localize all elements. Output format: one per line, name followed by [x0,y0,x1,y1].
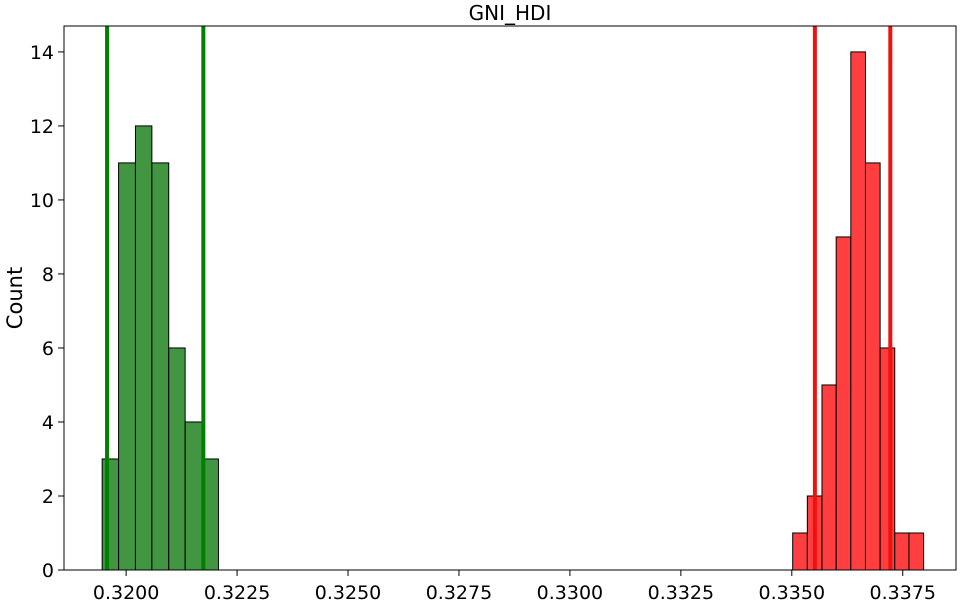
histogram-bar [894,532,910,571]
histogram-bar [821,384,837,571]
bars-layer [101,51,925,571]
histogram-bar [835,236,852,571]
histogram-bar [184,421,203,571]
y-tick-label: 10 [30,190,54,212]
histogram-bar [151,162,170,571]
histogram-bar [118,162,136,571]
x-axis: 0.3200 0.3225 0.3250 0.3275 0.3300 0.3325 0.33… [93,570,936,603]
x-tick-label: 0.3375 [870,582,936,603]
histogram-bar [134,125,153,571]
y-tick-label: 14 [30,42,54,64]
y-tick-label: 8 [42,264,54,286]
histogram-bar [864,162,881,571]
histogram-bar [879,347,896,571]
histogram-bar [168,347,186,571]
chart-title: GNI_HDI [469,1,552,25]
histogram-bar [792,532,808,571]
x-tick-label: 0.3325 [648,582,714,603]
y-tick-label: 0 [42,560,54,582]
x-tick-label: 0.3200 [93,582,159,603]
x-tick-label: 0.3225 [204,582,270,603]
histogram-bar [850,51,866,571]
y-tick-label: 4 [42,412,54,434]
x-tick-label: 0.3250 [315,582,381,603]
x-tick-label: 0.3300 [537,582,603,603]
y-tick-label: 6 [42,338,54,360]
plot-frame [63,25,957,571]
y-tick-label: 2 [42,486,54,508]
histogram-bar [908,532,925,571]
interval-lines-layer [105,26,893,570]
y-axis: 0 2 4 6 8 10 12 14 [30,42,64,582]
histogram-bar [101,458,120,571]
y-axis-title: Count [3,267,27,329]
x-tick-label: 0.3350 [759,582,825,603]
y-tick-label: 12 [30,116,54,138]
x-tick-label: 0.3275 [426,582,492,603]
